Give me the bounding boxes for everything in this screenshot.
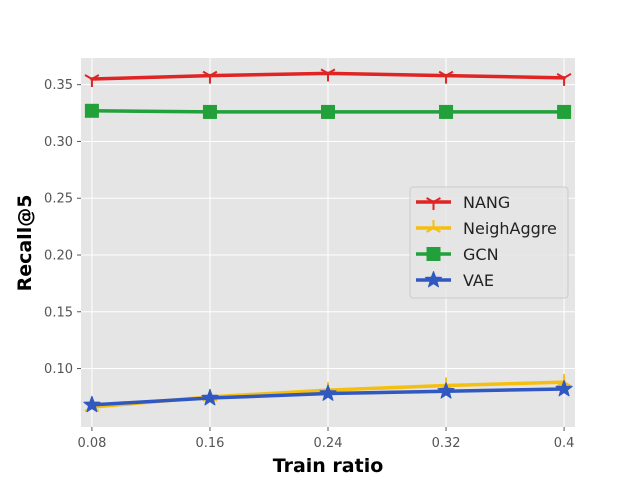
legend-label: VAE [463,271,494,290]
data-point-marker [201,389,219,406]
data-point-marker [319,384,337,401]
data-point-marker [424,271,443,288]
y-tick-label: 0.10 [44,362,73,377]
y-axis-title: Recall@5 [14,195,36,292]
y-tick-label: 0.25 [44,192,73,207]
series-nang [84,68,572,88]
legend-item-gcn: GCN [416,245,499,264]
legend: NANG NeighAggre GCN VAE [409,186,569,299]
data-point-marker [438,70,454,84]
x-tick-label: 0.32 [432,436,461,451]
data-point-marker [84,74,100,88]
grid-lines [81,58,575,427]
tick-labels: 0.08 0.16 0.24 0.32 0.4 0.10 0.15 0.20 0.25 0.30 0… [44,78,574,451]
series-vae [83,379,573,413]
x-tick-label: 0.4 [554,436,575,451]
data-point-marker [320,68,336,82]
data-point-marker [439,104,454,119]
x-axis-title: Train ratio [273,455,384,477]
data-point-marker [202,104,217,119]
y-tick-label: 0.15 [44,305,73,320]
y-tick-label: 0.20 [44,248,73,263]
data-point-marker [426,247,441,261]
series-layer [83,68,573,413]
data-point-marker [555,379,573,397]
data-point-marker [557,104,572,119]
legend-label: NANG [463,193,510,212]
data-point-marker [426,197,441,210]
legend-item-neighaggre: NeighAggre [416,219,557,238]
legend-item-vae: VAE [416,271,494,290]
y-tick-label: 0.35 [44,78,73,93]
x-tick-label: 0.24 [314,436,343,451]
data-point-marker [202,70,218,84]
data-point-marker [84,103,99,118]
data-point-marker [556,73,572,86]
series-gcn [84,103,572,119]
data-point-marker [83,395,101,413]
data-point-marker [437,382,455,399]
y-tick-label: 0.30 [44,135,73,150]
data-point-marker [426,220,441,233]
data-point-marker [321,104,335,119]
legend-box [409,186,569,299]
legend-item-nang: NANG [416,193,510,212]
x-tick-label: 0.08 [77,436,106,451]
legend-label: NeighAggre [463,219,557,238]
legend-label: GCN [463,245,499,264]
x-tick-label: 0.16 [195,436,224,451]
